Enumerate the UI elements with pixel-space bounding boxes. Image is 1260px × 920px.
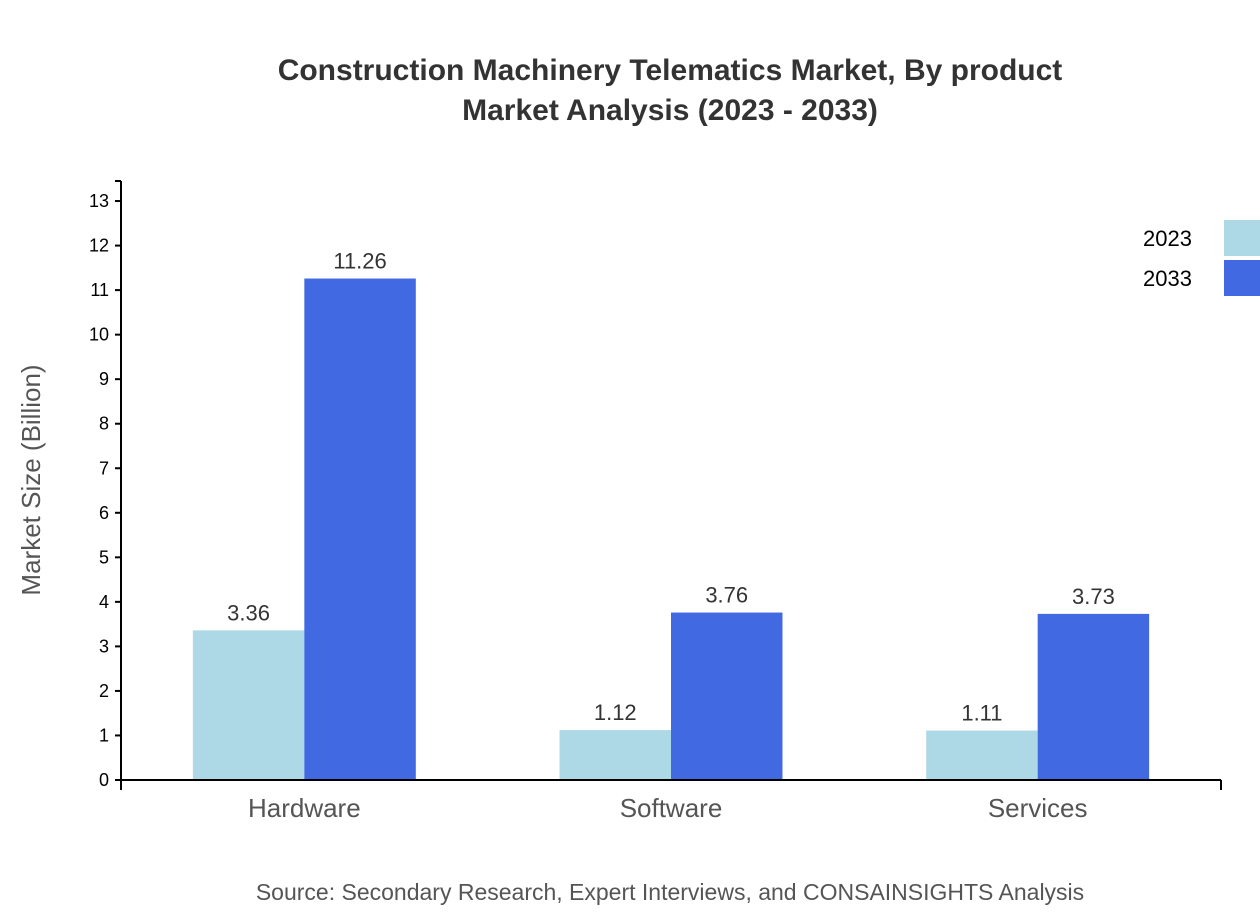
bar-services-2023	[926, 730, 1038, 780]
chart-title: Construction Machinery Telematics Market…	[278, 54, 1063, 87]
y-tick-label: 1	[99, 725, 109, 745]
bar-services-2033	[1037, 613, 1150, 780]
data-label: 3.73	[1072, 584, 1115, 609]
y-tick-label: 2	[99, 681, 109, 701]
x-tick-label: Software	[620, 793, 723, 823]
legend-swatch	[1224, 220, 1260, 256]
y-axis-label: Market Size (Billion)	[16, 364, 46, 595]
x-tick-label: Hardware	[248, 793, 361, 823]
legend: 2023 2033	[1143, 220, 1260, 296]
legend-label: 2023	[1143, 226, 1192, 251]
bar-hardware-2023	[192, 630, 305, 780]
x-tick-label: Services	[988, 793, 1088, 823]
y-tick-label: 10	[89, 325, 109, 345]
data-label: 3.76	[705, 583, 748, 608]
y-tick-label: 8	[99, 414, 109, 434]
data-label: 3.36	[227, 600, 270, 625]
y-tick-label: 5	[99, 547, 109, 567]
bar-hardware-2033	[304, 278, 416, 780]
y-tick-label: 6	[99, 503, 109, 523]
legend-swatch	[1224, 260, 1260, 296]
bars: 3.36 11.26 1.12 3.76 1.11 3.73	[192, 249, 1150, 780]
source-note: Source: Secondary Research, Expert Inter…	[256, 879, 1084, 905]
legend-label: 2033	[1143, 266, 1192, 291]
chart-subtitle: Market Analysis (2023 - 2033)	[462, 94, 878, 127]
y-tick-label: 11	[90, 280, 109, 300]
x-axis: Hardware Software Services	[120, 779, 1222, 823]
y-tick-label: 9	[99, 369, 109, 389]
data-label: 1.11	[961, 701, 1002, 726]
y-tick-label: 3	[99, 636, 109, 656]
y-tick-label: 13	[89, 191, 109, 211]
bar-software-2023	[559, 730, 671, 780]
y-tick-label: 0	[99, 770, 109, 790]
bar-software-2033	[671, 612, 783, 780]
data-label: 11.26	[333, 249, 386, 274]
y-tick-label: 12	[89, 236, 109, 256]
data-label: 1.12	[594, 700, 637, 725]
y-tick-label: 4	[99, 592, 109, 612]
y-tick-label: 7	[99, 458, 109, 478]
